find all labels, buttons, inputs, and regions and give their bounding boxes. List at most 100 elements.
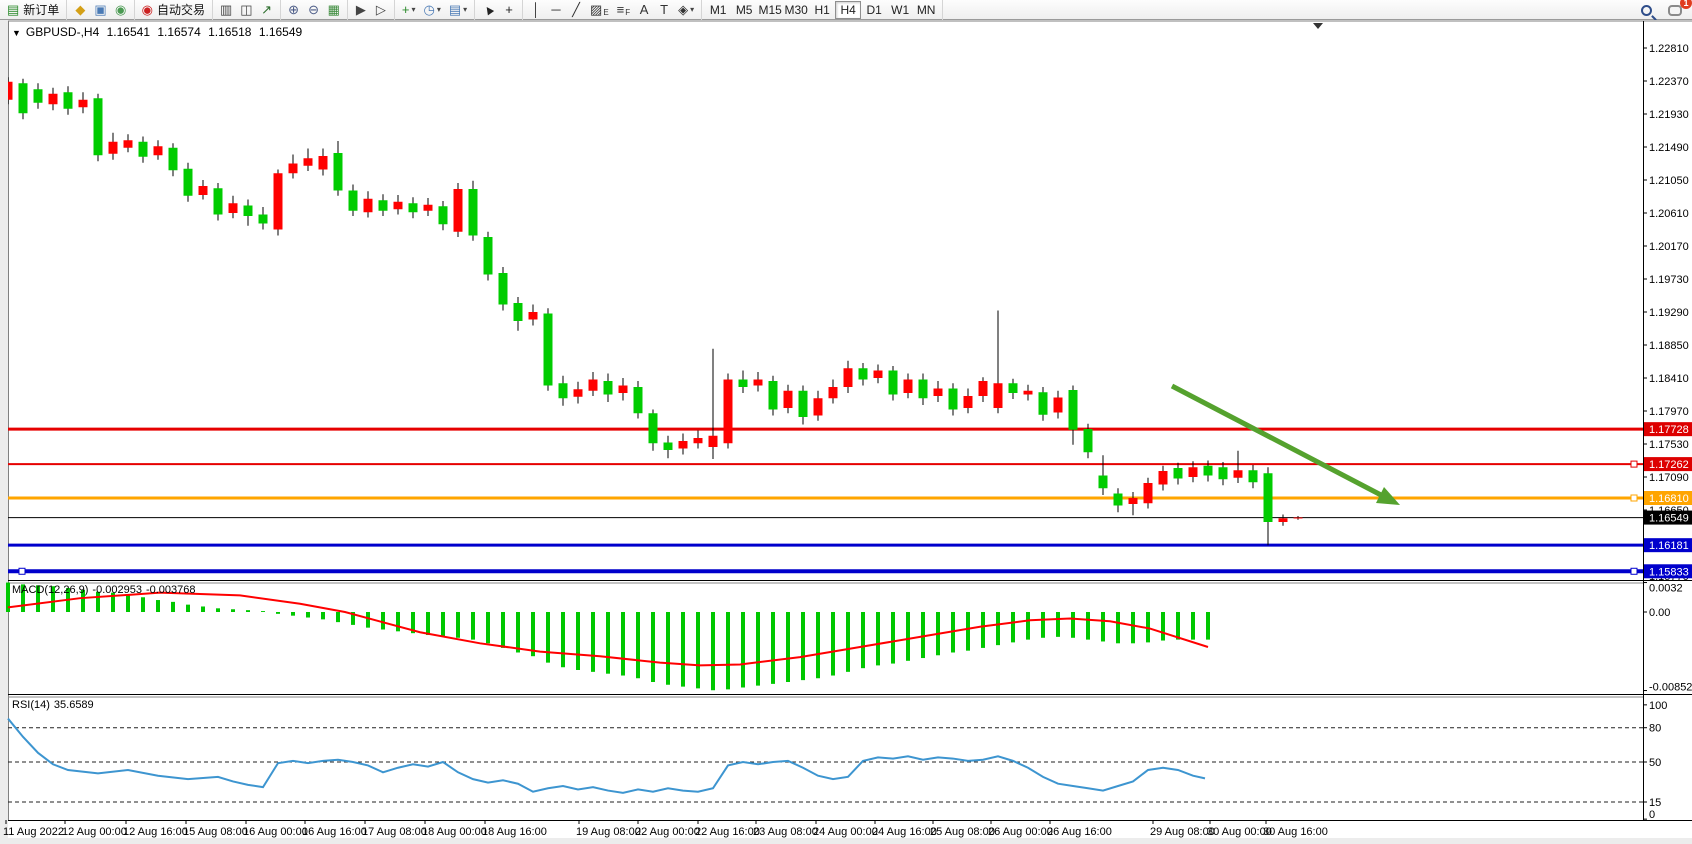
candle-body [1248, 470, 1258, 483]
time-tick-label: 24 Aug 00:00 [813, 826, 878, 838]
candle-body [93, 98, 103, 156]
market-watch-button[interactable]: ▣ [90, 1, 110, 19]
timeframe-h4[interactable]: H4 [835, 0, 862, 19]
price-level-badge [1644, 422, 1692, 437]
candle-body [933, 388, 943, 396]
candle-body [348, 190, 358, 211]
timeframe-h1[interactable]: H1 [814, 2, 830, 17]
time-tick-label: 16 Aug 16:00 [302, 826, 367, 838]
candle-body [63, 92, 73, 109]
insert-group: + ▾ ◷ ▾ ▤ ▾ [395, 0, 476, 20]
chart-dropdown-icon[interactable]: ▼ [12, 28, 21, 38]
time-tick-label: 19 Aug 08:00 [576, 826, 641, 838]
timeframe-d1[interactable]: D1 [866, 2, 882, 17]
chart-shift-icon: ▷ [375, 2, 386, 17]
line-anchor[interactable] [1630, 460, 1638, 468]
time-tick-label: 29 Aug 08:00 [1150, 826, 1215, 838]
price-level-badge [1644, 457, 1692, 472]
candle-body [213, 188, 223, 215]
indicators-button[interactable]: + ▾ [398, 1, 420, 19]
tile-windows-button[interactable]: ▦ [324, 1, 344, 19]
fibonacci-tool-button[interactable]: ≡ F [616, 2, 631, 17]
signals-button[interactable]: ◉ [111, 1, 131, 19]
candle-body [558, 383, 568, 399]
rsi-value: 35.6589 [53, 699, 94, 711]
vline-tool-button[interactable]: │ [526, 1, 546, 19]
timeframe-mn[interactable]: MN [916, 2, 936, 17]
time-tick-label: 24 Aug 16:00 [872, 826, 937, 838]
candle-body [288, 163, 298, 174]
candle-body [783, 390, 793, 408]
trendline-tool-button[interactable]: ╱ [566, 1, 586, 19]
quote-low: 1.16518 [208, 25, 252, 39]
candle-body [108, 141, 118, 154]
price-axis: 1.22810 1.22370 1.21930 1.21490 1.21050 1.206… [1643, 43, 1692, 583]
rsi-indicator-label: RSI(14) 35.6589 [12, 699, 94, 711]
arrows-tool-button[interactable]: ◈ ▾ [674, 1, 698, 19]
chart-shift-marker[interactable] [1313, 23, 1323, 29]
order-group: ▤ 新订单 [0, 0, 68, 20]
notifications-button[interactable]: 1 [1664, 0, 1692, 19]
periods-button[interactable]: ◷ ▾ [419, 1, 444, 19]
candle-body [828, 387, 838, 399]
crosshair-button[interactable]: + [499, 1, 519, 19]
trend-arrow-line[interactable] [1170, 383, 1383, 498]
text-tool-button[interactable]: A [634, 1, 654, 19]
rsi-pane: 100 80 50 150 [7, 700, 1667, 821]
chevron-down-icon: ▾ [690, 5, 695, 14]
zoom-in-button[interactable]: ⊕ [284, 1, 304, 19]
hline-tool-button[interactable]: ─ [546, 1, 566, 19]
line-chart-button[interactable]: ↗ [257, 1, 277, 19]
timeframe-m5[interactable]: M5 [735, 2, 753, 17]
channel-tool-button[interactable]: ▨ E [590, 2, 609, 17]
zoom-out-button[interactable]: ⊖ [304, 1, 324, 19]
candlestick-chart-button[interactable]: ◫ [236, 1, 256, 19]
candle-body [363, 198, 373, 213]
rsi-line [7, 717, 1206, 794]
auto-scroll-button[interactable]: ▶ [351, 1, 371, 19]
auto-trading-button[interactable]: ◉ 自动交易 [138, 1, 209, 19]
candle-body [378, 200, 388, 211]
timeframe-m15[interactable]: M15 [758, 2, 782, 17]
price-tick-label: 1.19290 [1649, 307, 1689, 319]
line-anchor[interactable] [1630, 494, 1638, 502]
timeframe-m1[interactable]: M1 [709, 2, 727, 17]
left-gutter [0, 20, 8, 844]
candle-body [753, 379, 763, 386]
candle-body [888, 370, 898, 395]
chart-shift-button[interactable]: ▷ [371, 1, 391, 19]
trend-arrow-head[interactable] [1376, 487, 1400, 505]
rsi-axis-label: 0 [1649, 809, 1655, 821]
candle-body [423, 204, 433, 211]
candle-body [408, 203, 418, 213]
candle-body [978, 381, 988, 396]
zoom-in-icon: ⊕ [288, 2, 300, 17]
highlighter-button[interactable]: ◆ [70, 1, 90, 19]
bottom-edge [0, 838, 1692, 844]
line-anchor[interactable] [18, 567, 26, 575]
rsi-axis-label: 100 [1649, 700, 1667, 712]
timeframe-m30[interactable]: M30 [784, 2, 808, 17]
rsi-axis-label: 15 [1649, 797, 1661, 809]
line-anchor[interactable] [1630, 567, 1638, 575]
macd-axis-label: 0.0032 [1649, 583, 1683, 595]
periods-icon: ◷ [423, 2, 435, 17]
chevron-down-icon: ▾ [411, 5, 416, 14]
new-order-button[interactable]: ▤ 新订单 [3, 1, 63, 19]
quote-open: 1.16541 [106, 25, 151, 39]
timeframe-w1[interactable]: W1 [891, 2, 910, 17]
trendline-tool-icon: ╱ [572, 2, 580, 17]
search-button[interactable] [1636, 1, 1656, 19]
candle-body [588, 379, 598, 391]
candle-body [678, 441, 688, 449]
text-label-tool-button[interactable]: T [654, 1, 674, 19]
templates-button[interactable]: ▤ ▾ [445, 1, 471, 19]
price-level-badge [1644, 538, 1692, 553]
candle-body [1218, 467, 1228, 480]
crosshair-icon: + [505, 2, 513, 17]
time-tick-label: 12 Aug 00:00 [62, 826, 127, 838]
candle-body [153, 146, 163, 156]
bar-chart-button[interactable]: ▥ [216, 1, 236, 19]
